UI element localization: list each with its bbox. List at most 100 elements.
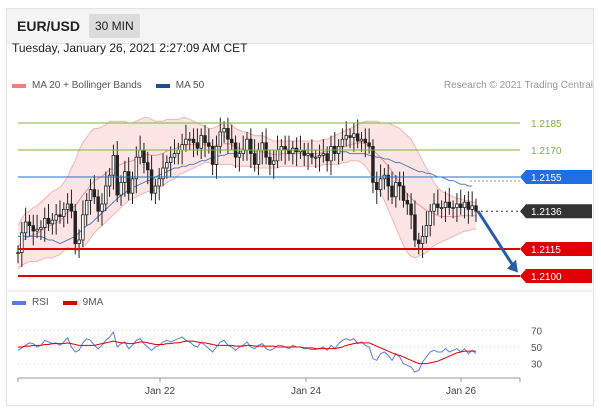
candle-body	[172, 153, 177, 158]
candle-body	[420, 235, 425, 244]
candle-body	[23, 221, 28, 234]
legend-ma9: 9MA	[62, 297, 104, 308]
candle-body	[126, 171, 131, 194]
candle-body	[287, 149, 291, 154]
price-level-tag	[520, 204, 592, 219]
timeframe-badge[interactable]: 30 MIN	[89, 14, 140, 38]
x-axis-tick-label: Jan 26	[446, 386, 476, 397]
candle-body	[119, 181, 123, 196]
candle-body	[77, 239, 81, 244]
candle-body	[275, 149, 280, 162]
symbol-title: EUR/USD	[17, 18, 81, 34]
candle-body	[417, 239, 421, 244]
candle-body	[462, 201, 467, 208]
timestamp: Tuesday, January 26, 2021 2:27:09 AM CET	[12, 41, 248, 55]
legend-bollinger: MA 20 + Bollinger Bands	[12, 80, 142, 91]
candle-body	[241, 149, 245, 154]
candle-body	[180, 144, 184, 151]
candle-body	[111, 154, 116, 176]
candle-body	[302, 149, 306, 156]
candle-body	[58, 214, 62, 218]
candle-body	[218, 131, 223, 147]
candle-body	[256, 149, 261, 165]
candle-body	[279, 145, 284, 151]
candle-body	[138, 149, 142, 158]
candle-body	[62, 208, 66, 217]
rsi-tick-label: 70	[531, 326, 543, 337]
candle-body	[88, 189, 93, 201]
candle-body	[439, 207, 444, 210]
candle-body	[153, 185, 158, 194]
legend-ma9-label: 9MA	[82, 297, 104, 308]
candle-body	[27, 221, 32, 226]
candle-body	[16, 252, 20, 255]
legend-swatch-bollinger	[12, 83, 26, 88]
candle-body	[237, 153, 242, 158]
candle-body	[35, 228, 39, 232]
candle-body	[252, 153, 257, 165]
candle-body	[401, 185, 406, 201]
candle-body	[249, 138, 253, 154]
candle-body	[474, 205, 478, 212]
candle-body	[260, 142, 264, 151]
forecast-arrow-head	[507, 259, 518, 273]
legend-ma50-label: MA 50	[175, 80, 205, 91]
candle-body	[161, 167, 165, 180]
candle-body	[165, 162, 169, 169]
candle-body	[149, 169, 154, 194]
forecast-arrow-shaft	[476, 210, 515, 267]
price-level-tag	[520, 242, 592, 256]
x-axis-tick-label: Jan 24	[291, 386, 321, 397]
candle-body	[96, 196, 100, 212]
candle-body	[283, 145, 287, 151]
legend-swatch-ma50	[155, 83, 170, 88]
candle-body	[157, 178, 161, 187]
candle-body	[371, 145, 375, 183]
candle-body	[46, 217, 51, 225]
legend-swatch-rsi	[12, 300, 26, 305]
candle-body	[344, 135, 348, 140]
candle-body	[348, 135, 352, 138]
candle-body	[134, 156, 139, 180]
price-level-tag	[520, 269, 592, 283]
candle-body	[115, 154, 119, 196]
legend-rsi: RSI	[12, 297, 49, 308]
candle-body	[409, 203, 413, 216]
candle-body	[146, 162, 150, 171]
candle-body	[39, 226, 43, 230]
legend-ma50: MA 50	[155, 80, 205, 91]
candle-body	[230, 138, 234, 144]
candle-body	[443, 201, 448, 208]
candle-body	[104, 185, 108, 205]
chart-header: EUR/USD 30 MIN	[7, 9, 593, 44]
candle-body	[451, 207, 455, 210]
candle-body	[424, 225, 429, 237]
rsi-tick-label: 50	[531, 343, 543, 354]
candle-body	[107, 174, 112, 187]
candle-body	[142, 149, 146, 164]
price-level-label: 1.2155	[531, 173, 562, 184]
bollinger-lower-line	[17, 160, 476, 270]
rsi-ma9-line	[18, 340, 476, 365]
price-level-label: 1.2136	[531, 207, 562, 218]
rsi-tick-label: 30	[531, 360, 543, 371]
candle-body	[321, 153, 326, 156]
bollinger-band-area	[18, 117, 476, 269]
ma50-line	[18, 147, 473, 245]
candle-body	[42, 217, 47, 228]
candle-body	[226, 127, 230, 140]
candle-body	[375, 181, 379, 190]
candle-body	[268, 156, 272, 165]
candle-body	[470, 205, 474, 210]
candle-body	[363, 138, 368, 144]
candle-body	[130, 178, 135, 194]
candle-body	[69, 203, 74, 212]
candle-body	[203, 135, 207, 144]
candle-body	[355, 133, 360, 142]
legend-rsi-label: RSI	[32, 297, 49, 308]
candle-body	[352, 133, 356, 138]
candle-body	[306, 153, 310, 156]
candle-body	[92, 189, 97, 198]
candle-body	[340, 138, 345, 147]
candle-body	[386, 174, 390, 187]
